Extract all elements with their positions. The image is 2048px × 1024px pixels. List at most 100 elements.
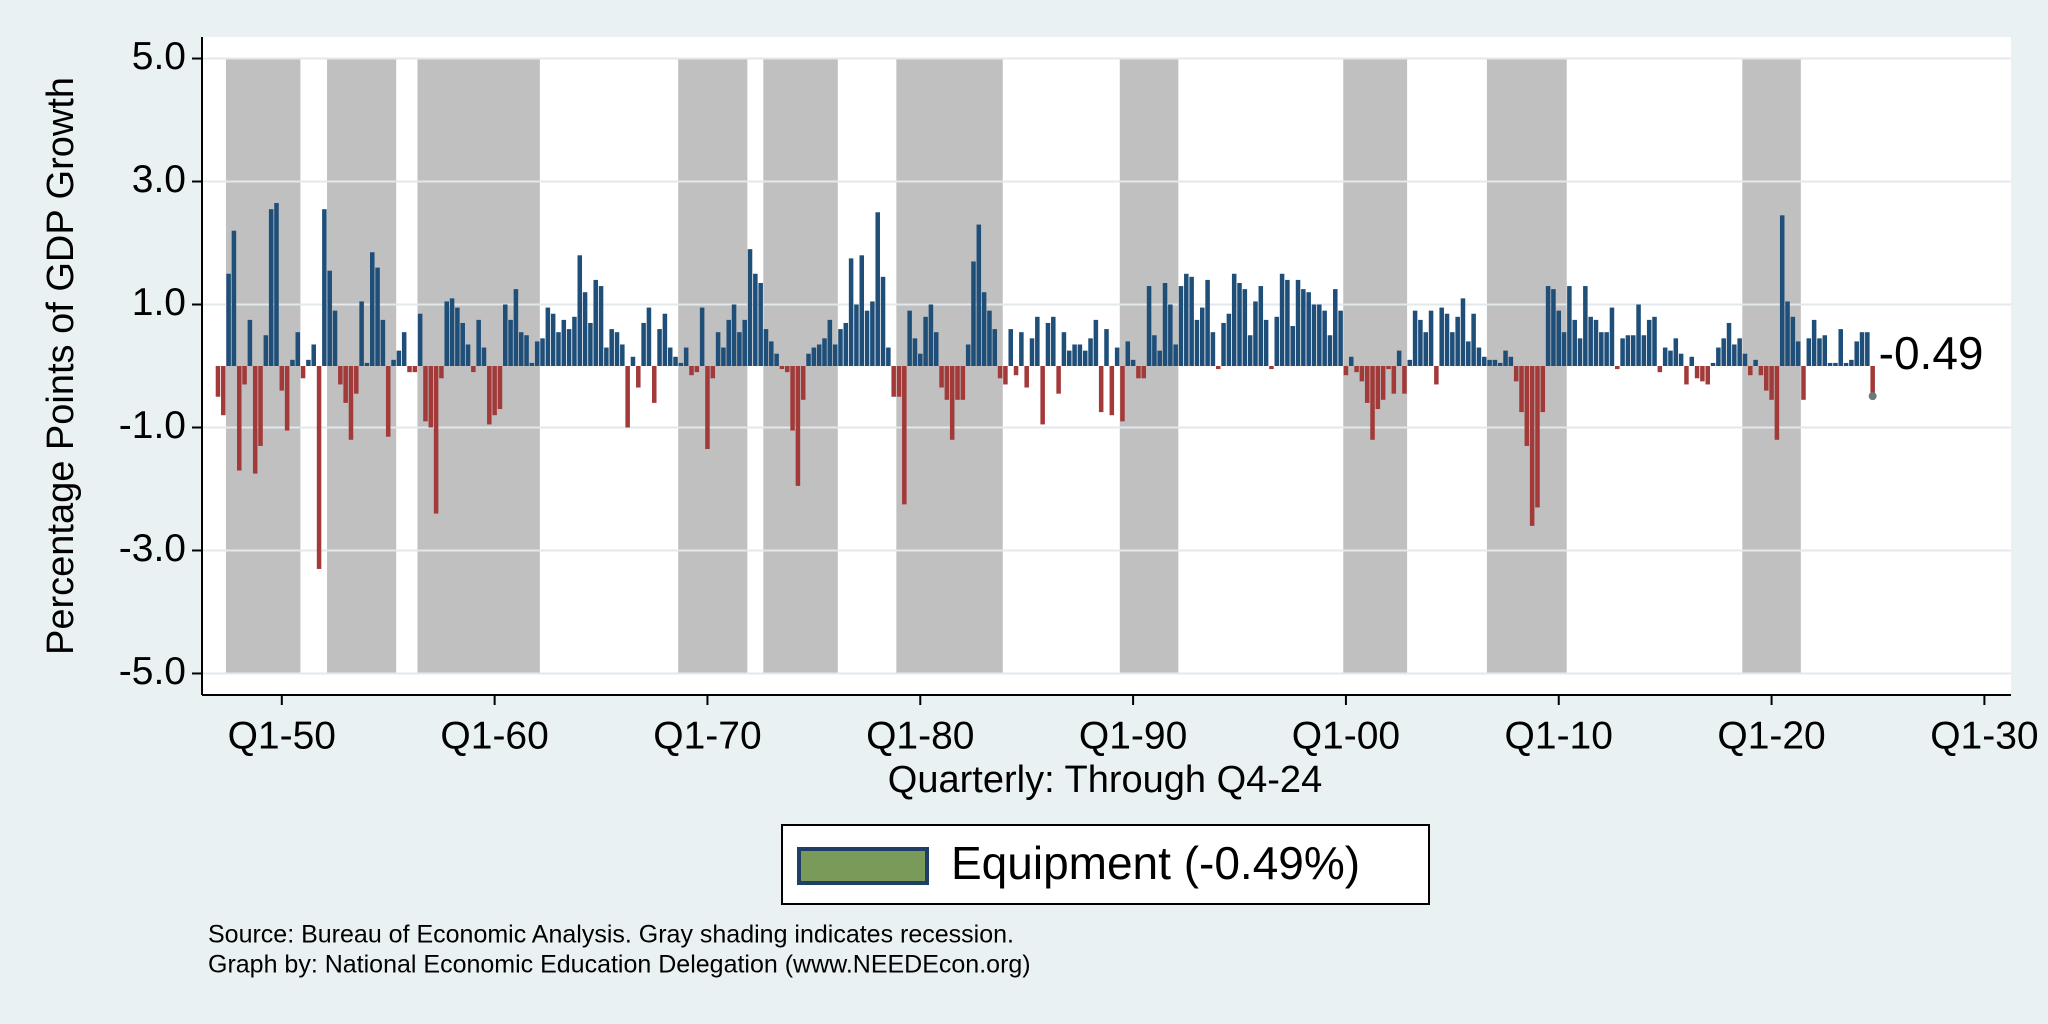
bar [1700,366,1705,382]
bar [785,366,790,373]
bar [221,366,226,416]
bar [439,366,444,379]
bar [1189,276,1194,366]
bar [774,353,779,366]
bar [423,366,428,422]
end-label: -0.49 [1879,327,1984,379]
bar [311,344,316,366]
bar [689,366,694,376]
bar [1215,366,1221,370]
bar [1088,338,1093,366]
bar [412,366,418,373]
bar [960,366,966,400]
bar [1205,279,1210,366]
bar [1604,332,1609,366]
bar [1269,366,1274,370]
bar [226,273,231,366]
x-tick-label: Q1-90 [1079,714,1187,757]
bar [1529,366,1535,526]
bar [933,332,939,366]
bar [242,366,247,385]
bar [1737,338,1742,366]
bar [1630,335,1636,366]
bar [1285,279,1290,366]
bar [1646,319,1652,366]
bar [338,366,343,385]
bar [1423,332,1428,366]
bar [1779,215,1785,366]
bar [1003,366,1008,385]
bar [657,329,662,366]
bar [497,366,503,410]
bar [1870,366,1875,397]
bar [1551,289,1556,366]
bar [1104,329,1109,366]
bar [1210,332,1216,366]
bar [545,307,551,366]
bar [1136,366,1141,379]
bar [1577,338,1583,366]
bar [1125,341,1131,366]
bar [1428,310,1434,366]
recession-shade [1343,58,1408,674]
bar [731,304,737,366]
bar [1024,366,1029,388]
bar [1173,344,1178,366]
bar [763,329,769,366]
bar [997,366,1003,379]
bar [290,359,295,366]
bar [407,366,412,373]
bar [1141,366,1147,379]
bar [1795,341,1801,366]
bar [364,362,370,366]
bar [1178,286,1184,366]
bar [949,366,955,440]
bar [1450,332,1455,366]
bar [1146,286,1152,366]
bar [1476,347,1482,366]
legend-swatch [797,847,929,885]
bar [1247,335,1253,366]
bar [263,335,269,366]
bar [1508,356,1514,366]
y-tick-label: 3.0 [132,158,186,201]
bar [1849,359,1854,366]
bar [662,313,668,366]
bar [1279,273,1285,366]
y-tick-label: -5.0 [119,650,186,693]
bar [1748,366,1753,376]
bar [1338,310,1343,366]
bar [1455,316,1460,366]
bar [1466,341,1471,366]
bar [694,366,700,373]
bar [1657,366,1663,373]
bar [875,212,880,366]
bar [1200,307,1205,366]
bar [348,366,354,440]
bar [1811,319,1817,366]
bar [667,347,673,366]
bar [1098,366,1104,413]
bar [1758,366,1764,376]
bar [1237,282,1242,366]
bar [306,359,311,366]
bar [822,338,827,366]
bar [843,322,849,366]
bar [1162,282,1168,366]
bar [582,292,588,366]
bar [471,366,476,373]
bar [1221,322,1226,366]
bar [651,366,657,403]
bar [1333,289,1338,366]
bar [1311,304,1317,366]
bar [636,366,641,388]
bar [1290,326,1295,366]
bar [1609,307,1615,366]
bar [1348,356,1354,366]
bar [1652,316,1657,366]
bar [1668,350,1673,366]
bar [1082,350,1088,366]
bar [832,344,838,366]
bar [1418,319,1423,366]
bar [971,261,976,366]
